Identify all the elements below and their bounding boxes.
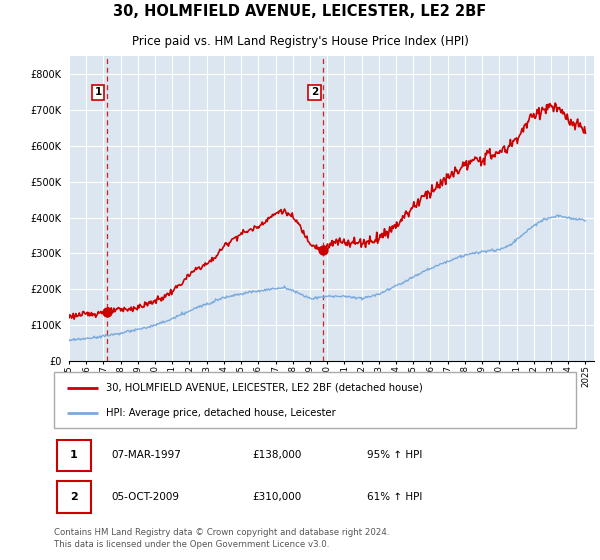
Point (102, 307, 112, 316)
Text: Price paid vs. HM Land Registry's House Price Index (HPI): Price paid vs. HM Land Registry's House … (131, 35, 469, 48)
Text: 95% ↑ HPI: 95% ↑ HPI (367, 450, 422, 460)
Text: 1: 1 (94, 87, 102, 97)
FancyBboxPatch shape (54, 372, 576, 428)
Text: £138,000: £138,000 (253, 450, 302, 460)
Text: 07-MAR-1997: 07-MAR-1997 (112, 450, 181, 460)
FancyBboxPatch shape (56, 481, 91, 512)
Text: 30, HOLMFIELD AVENUE, LEICESTER, LE2 2BF (detached house): 30, HOLMFIELD AVENUE, LEICESTER, LE2 2BF… (106, 382, 423, 393)
Text: 2: 2 (311, 87, 318, 97)
Text: 1: 1 (70, 450, 77, 460)
Text: 30, HOLMFIELD AVENUE, LEICESTER, LE2 2BF: 30, HOLMFIELD AVENUE, LEICESTER, LE2 2BF (113, 4, 487, 19)
Text: HPI: Average price, detached house, Leicester: HPI: Average price, detached house, Leic… (106, 408, 336, 418)
Text: Contains HM Land Registry data © Crown copyright and database right 2024.
This d: Contains HM Land Registry data © Crown c… (54, 528, 389, 549)
Point (318, 245, 328, 254)
FancyBboxPatch shape (56, 440, 91, 471)
Text: 2: 2 (70, 492, 77, 502)
Text: £310,000: £310,000 (253, 492, 302, 502)
Text: 05-OCT-2009: 05-OCT-2009 (112, 492, 179, 502)
Text: 61% ↑ HPI: 61% ↑ HPI (367, 492, 422, 502)
